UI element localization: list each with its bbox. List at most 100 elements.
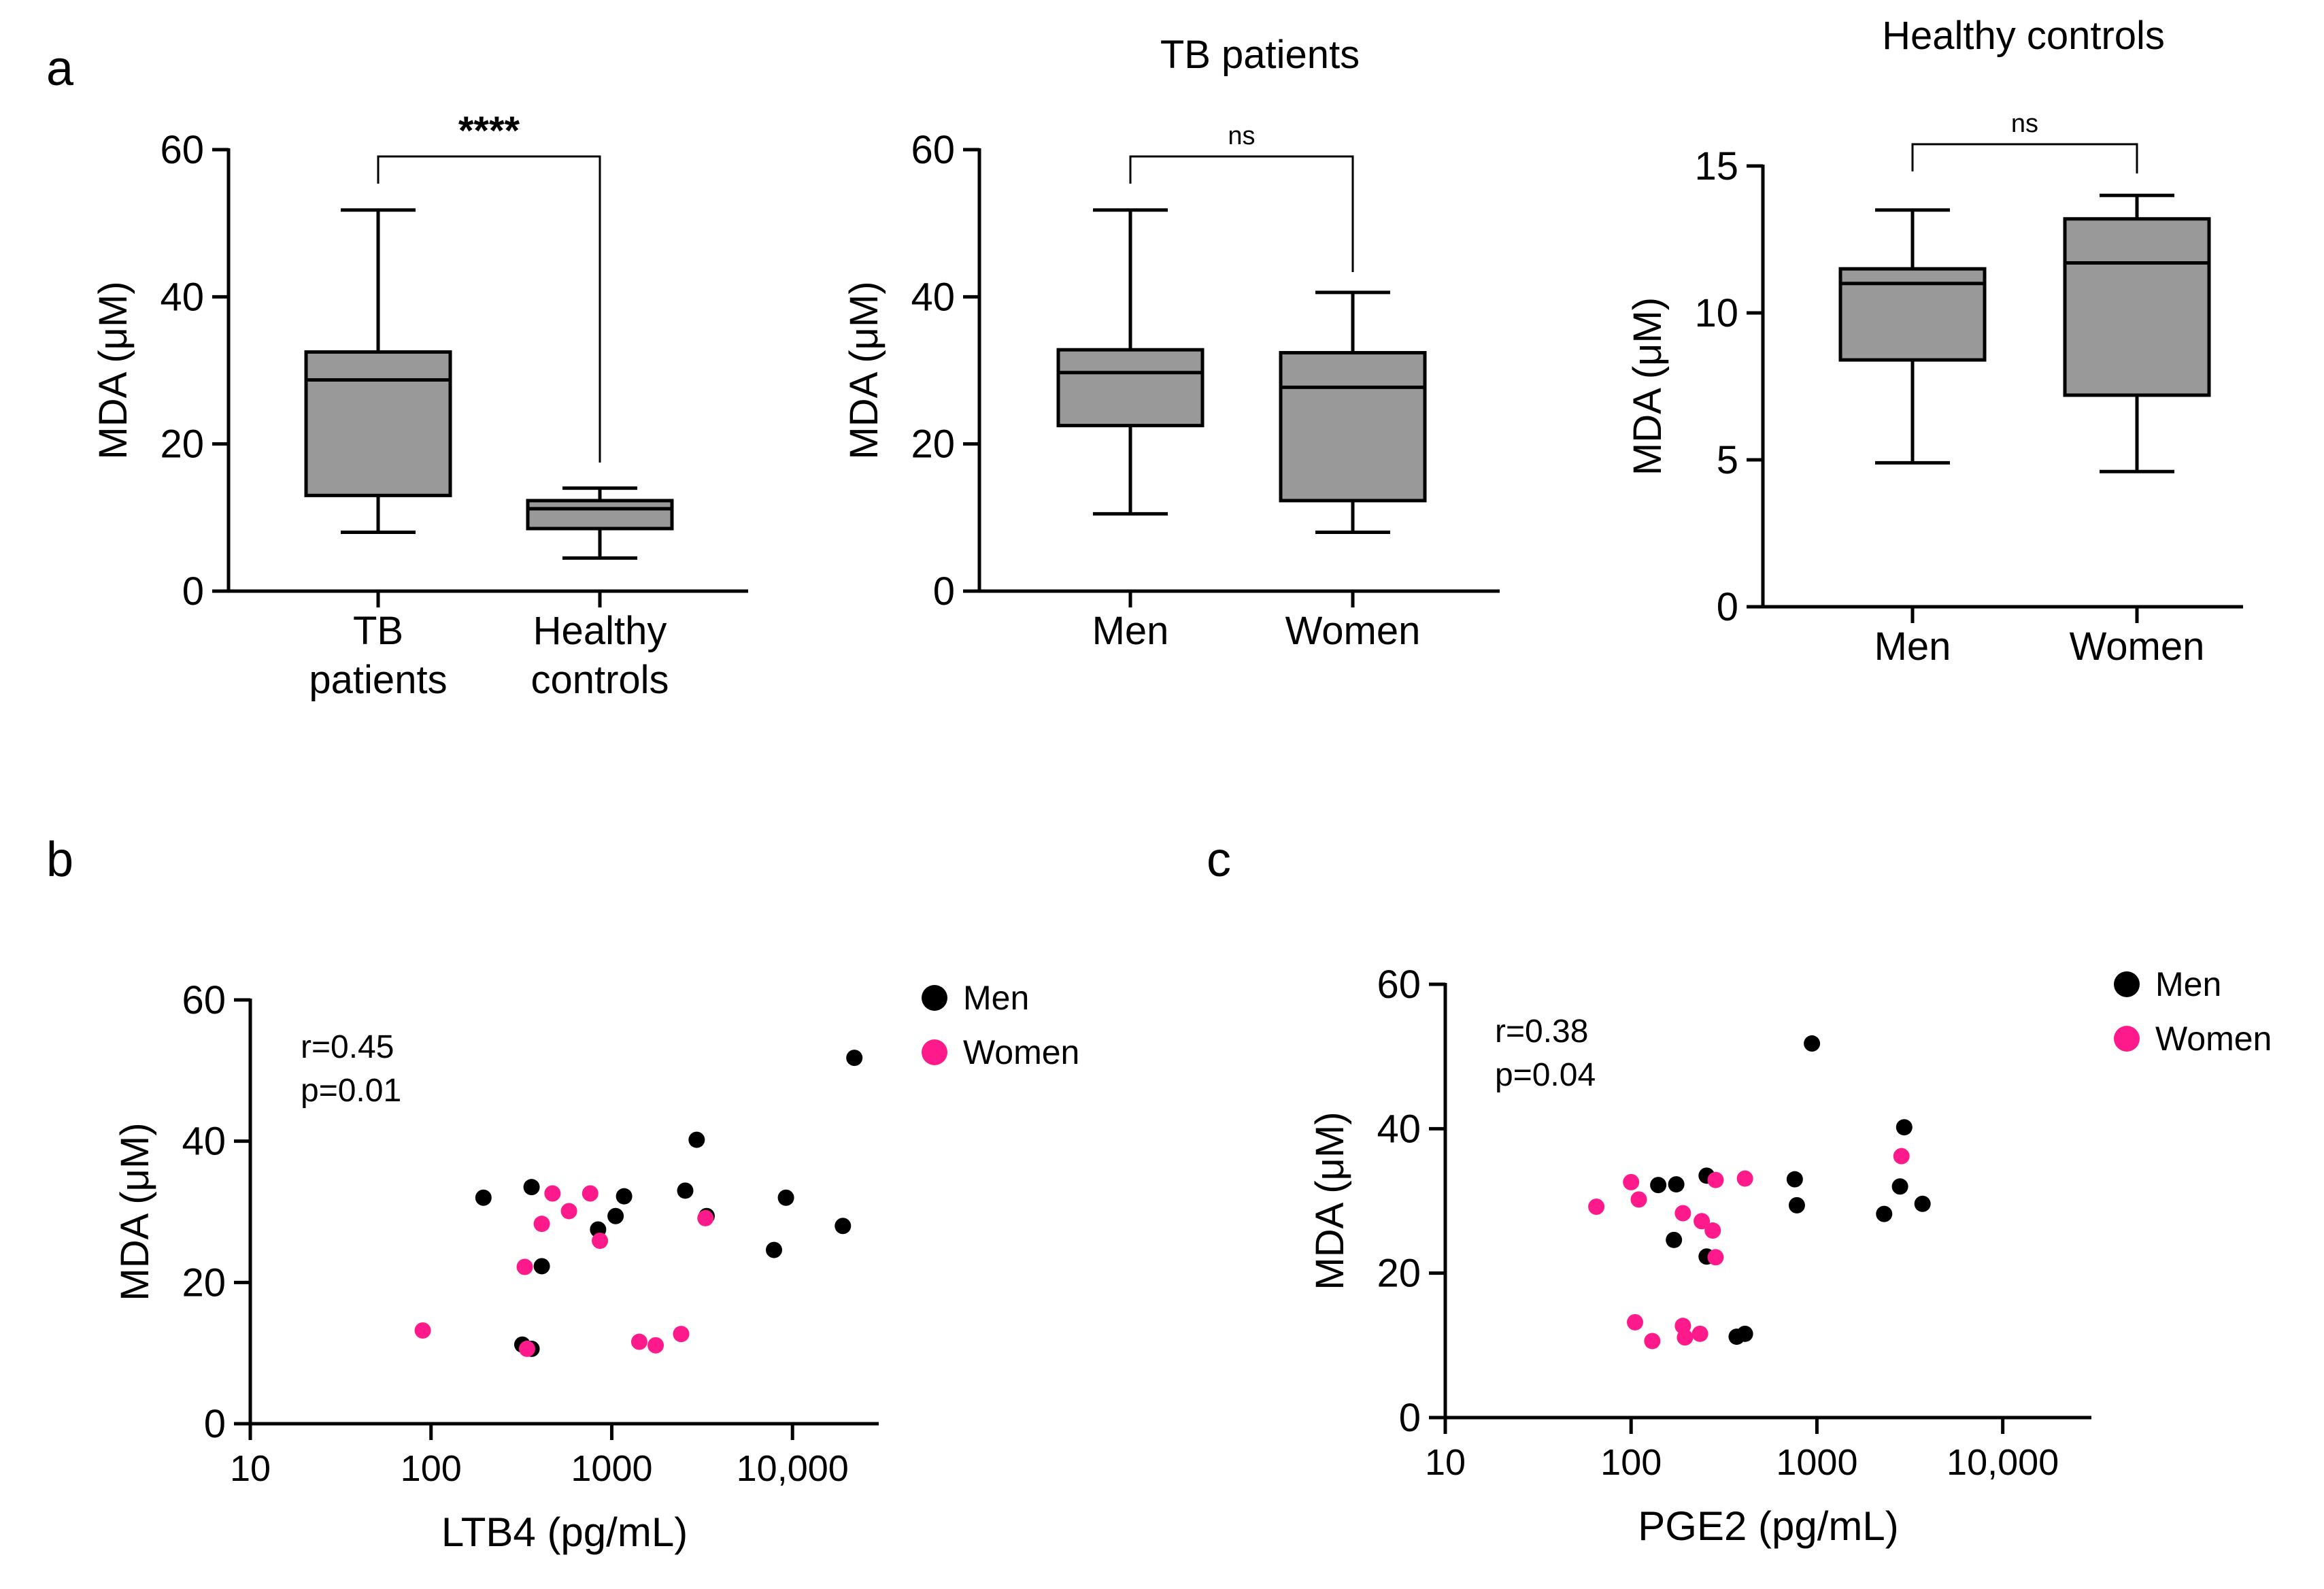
data-point-men — [1804, 1035, 1821, 1052]
x-tick-label: 100 — [1600, 1442, 1662, 1483]
data-point-women — [1627, 1314, 1644, 1331]
data-point-men — [1896, 1119, 1913, 1136]
significance-bracket — [1129, 155, 1354, 272]
legend-label-women: Women — [963, 1033, 1079, 1071]
y-tick-label: 0 — [1399, 1396, 1421, 1440]
correlation-r-label: r=0.45 — [301, 1029, 394, 1065]
data-point-men — [475, 1189, 492, 1206]
legend-marker-men — [922, 985, 947, 1011]
significance-bracket — [377, 155, 601, 463]
legend-label-men: Men — [963, 979, 1029, 1017]
data-point-men — [1666, 1231, 1683, 1248]
x-tick-label: patients — [309, 658, 447, 702]
data-point-men — [677, 1182, 694, 1199]
x-tick-label: Women — [2070, 624, 2205, 669]
y-tick-label: 0 — [204, 1402, 226, 1446]
x-tick-label: Men — [1092, 609, 1169, 653]
data-point-women — [630, 1333, 647, 1350]
significance-label: **** — [458, 109, 520, 153]
data-point-men — [766, 1241, 783, 1258]
y-tick-label: 20 — [182, 1260, 226, 1305]
data-point-men — [1650, 1177, 1667, 1194]
panel-a-tb-patients-by-sex: TB patients 0 20 40 60 MDA (μM) Men Women ns — [842, 33, 1500, 653]
box — [1056, 348, 1205, 428]
data-point-men — [1786, 1171, 1803, 1188]
x-tick-label: Healthy — [533, 609, 667, 653]
panel-label: b — [46, 833, 73, 887]
panel-c-pge2-scatter: c 0 20 40 60 MDA (μM) 10 100 1000 10,000 PGE2 (pg/… — [1207, 833, 2272, 1549]
data-point-men — [777, 1189, 794, 1206]
legend-label-men: Men — [2155, 965, 2221, 1003]
x-tick-label: 1000 — [571, 1448, 652, 1489]
data-point-women — [516, 1258, 533, 1275]
data-point-women — [533, 1216, 550, 1233]
x-axis-label: LTB4 (pg/mL) — [441, 1509, 688, 1555]
y-tick-label: 20 — [911, 422, 955, 467]
x-tick-label: controls — [531, 658, 669, 702]
y-axis-label: MDA (μM) — [113, 1122, 157, 1301]
significance-bracket — [1911, 143, 2138, 173]
x-tick-label: 10,000 — [1947, 1442, 2059, 1483]
y-tick-label: 0 — [933, 569, 955, 614]
x-tick-label: TB — [353, 609, 403, 653]
box — [304, 350, 452, 497]
data-point-men — [523, 1179, 540, 1196]
panel-b-ltb4-scatter: b 0 20 40 60 MDA (μM) 10 100 1000 10,000 LTB4 (pg/… — [46, 833, 1079, 1555]
x-tick-label: 10 — [1425, 1442, 1466, 1483]
legend-label-women: Women — [2155, 1020, 2272, 1058]
y-tick-label: 0 — [1717, 585, 1738, 629]
data-point-men — [1788, 1197, 1805, 1214]
data-point-men — [1914, 1195, 1931, 1212]
x-tick-label: Men — [1874, 624, 1951, 669]
y-tick-label: 40 — [182, 1120, 226, 1164]
box — [2063, 217, 2211, 397]
data-point-women — [1704, 1222, 1721, 1239]
legend-marker-men — [2114, 971, 2140, 997]
y-tick-label: 0 — [182, 569, 204, 614]
y-axis-label: MDA (μM) — [842, 281, 886, 459]
x-tick-label: 100 — [401, 1448, 462, 1489]
x-tick-label: 1000 — [1776, 1442, 1857, 1483]
y-tick-label: 10 — [1694, 291, 1738, 335]
data-point-women — [1707, 1249, 1724, 1266]
legend-marker-women — [2114, 1026, 2140, 1052]
data-point-women — [1588, 1198, 1605, 1215]
x-axis-label: PGE2 (pg/mL) — [1638, 1503, 1898, 1549]
y-tick-label: 60 — [182, 978, 226, 1022]
significance-label: ns — [1228, 122, 1255, 150]
data-point-women — [544, 1185, 561, 1202]
data-point-women — [582, 1185, 599, 1202]
data-point-men — [1736, 1325, 1753, 1342]
data-point-women — [1736, 1170, 1753, 1187]
significance-label: ns — [2011, 110, 2038, 138]
y-tick-label: 20 — [1377, 1252, 1421, 1296]
panel-label: a — [46, 41, 74, 96]
data-point-women — [414, 1322, 431, 1339]
panel-a-healthy-controls-by-sex: Healthy controls 0 5 10 15 MDA (μM) Men Women ns — [1626, 14, 2243, 669]
data-point-women — [592, 1233, 609, 1250]
correlation-p-label: p=0.04 — [1495, 1057, 1596, 1093]
data-point-women — [518, 1340, 535, 1357]
data-point-women — [560, 1203, 577, 1220]
chart-title: Healthy controls — [1882, 14, 2165, 58]
panel-a-tb-vs-healthy: a 0 20 40 60 MDA (μM) TB patients Healthy control… — [46, 41, 748, 702]
data-point-men — [616, 1188, 633, 1205]
y-axis-label: MDA (μM) — [91, 281, 135, 459]
y-axis-label: MDA (μM) — [1626, 297, 1670, 475]
data-point-men — [1668, 1176, 1685, 1193]
data-point-women — [1893, 1148, 1910, 1165]
data-point-men — [1876, 1205, 1893, 1222]
box — [526, 499, 674, 531]
data-point-women — [647, 1337, 664, 1354]
y-tick-label: 40 — [160, 275, 204, 319]
x-tick-label: 10 — [230, 1448, 271, 1489]
panel-label: c — [1207, 833, 1231, 887]
y-tick-label: 5 — [1717, 438, 1738, 482]
y-tick-label: 60 — [160, 128, 204, 172]
box — [1279, 351, 1427, 503]
data-point-women — [1674, 1205, 1691, 1222]
y-tick-label: 60 — [1377, 963, 1421, 1007]
legend-marker-women — [922, 1039, 947, 1065]
data-point-men — [533, 1258, 550, 1275]
